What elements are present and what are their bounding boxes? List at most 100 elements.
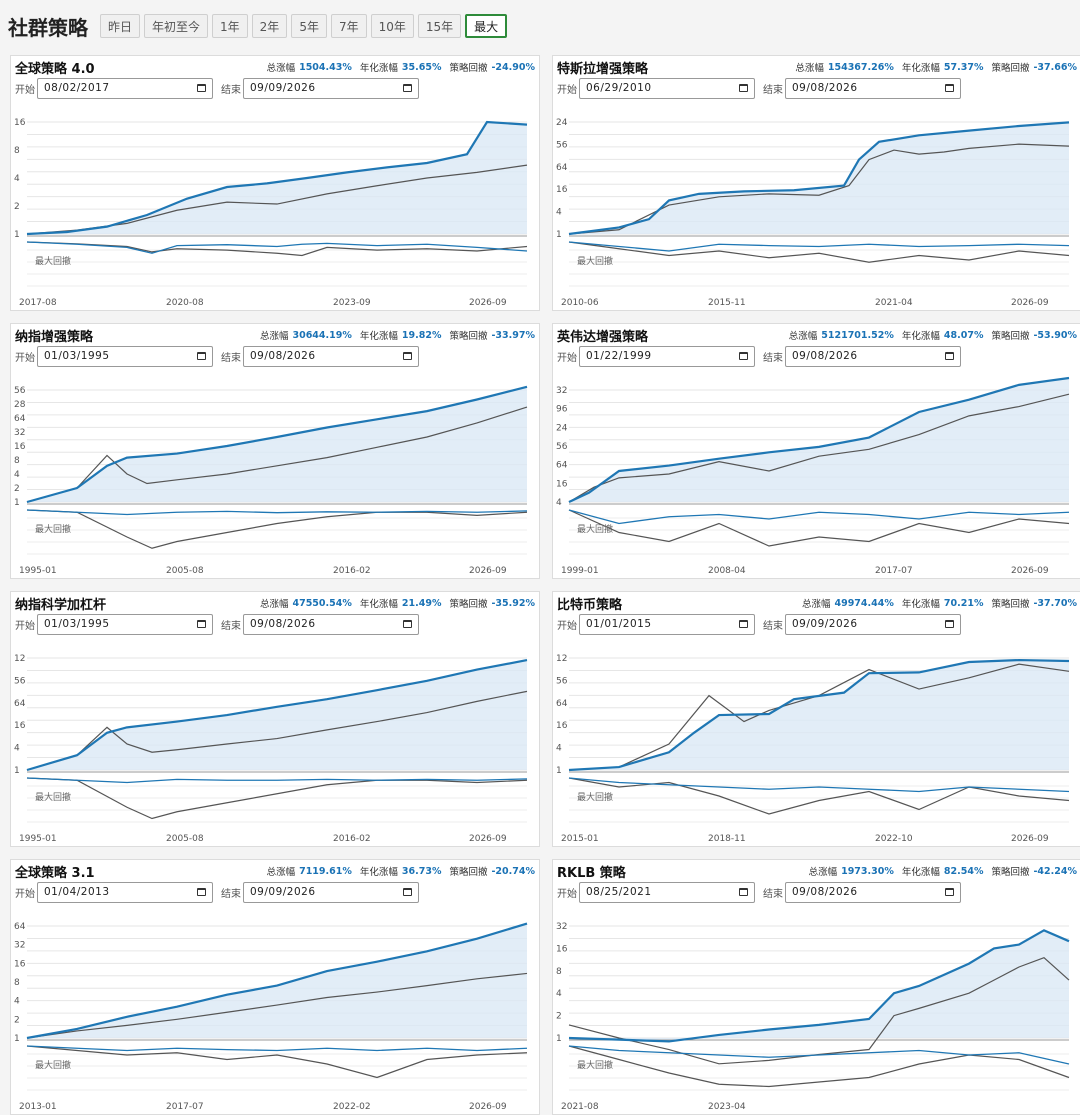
end-date-input[interactable]: 09/09/2026 (785, 613, 961, 635)
y-tick-label: 56 (556, 676, 568, 686)
start-date-input[interactable]: 08/25/2021 (579, 881, 755, 903)
max-drawdown-label: 最大回撤 (35, 791, 71, 803)
start-date-input[interactable]: 08/02/2017 (37, 77, 213, 99)
y-tick-label: 16 (556, 721, 568, 731)
end-date-input[interactable]: 09/09/2026 (243, 881, 419, 903)
start-date-value: 08/25/2021 (586, 886, 652, 898)
equity-chart: 4 16 64 56 24 96 32 最大回撤 1999-01 2008-04 2017-07 20… (556, 376, 1070, 576)
x-tick-label: 2018-11 (708, 834, 746, 844)
start-date-input[interactable]: 01/03/1995 (37, 345, 213, 367)
benchmark-line (568, 143, 1070, 235)
panel-title: 全球策略 3.1 (15, 865, 95, 881)
y-tick-label: 16 (556, 479, 568, 489)
date-range: 开始 08/02/2017 结束 09/09/2026 (15, 77, 419, 99)
start-label: 开始 (557, 352, 577, 364)
benchmark-line (568, 957, 1070, 1065)
x-tick-label: 2020-08 (166, 298, 204, 308)
period-button-3[interactable]: 2年 (251, 14, 288, 38)
strategy-line (568, 121, 1070, 236)
drawdown-label: 策略回撤 (991, 331, 1030, 342)
max-drawdown-label: 最大回撤 (577, 1059, 613, 1071)
benchmark-line (26, 406, 528, 503)
annual-value: 70.21% (943, 597, 984, 609)
period-button-1[interactable]: 年初至今 (144, 14, 209, 38)
y-tick-label: 1 (556, 230, 562, 240)
end-date-input[interactable]: 09/08/2026 (785, 345, 961, 367)
end-date-value: 09/09/2026 (250, 886, 316, 898)
equity-chart: 1 2 4 8 16 32 最大回撤 2021-08 2023-04 (556, 922, 1070, 1112)
strategy-area (569, 930, 1069, 1042)
annual-label: 年化涨幅 (901, 867, 940, 878)
calendar-icon[interactable] (197, 352, 206, 360)
panel-title: 纳指增强策略 (15, 329, 94, 345)
panel-stats: 总涨幅 1973.30% 年化涨幅 82.54% 策略回撤 -42.24% (801, 864, 1077, 879)
y-tick-label: 24 (556, 423, 568, 433)
calendar-icon[interactable] (945, 620, 954, 628)
annual-label: 年化涨幅 (901, 331, 940, 342)
y-tick-label: 16 (14, 721, 26, 731)
calendar-icon[interactable] (197, 888, 206, 896)
y-tick-label: 8 (14, 456, 20, 466)
start-date-input[interactable]: 01/22/1999 (579, 345, 755, 367)
end-date-value: 09/08/2026 (792, 82, 858, 94)
x-tick-label: 2015-11 (708, 298, 746, 308)
calendar-icon[interactable] (403, 620, 412, 628)
strategy-line (26, 385, 528, 504)
calendar-icon[interactable] (739, 352, 748, 360)
period-button-7[interactable]: 15年 (417, 14, 462, 38)
panel-header: 全球策略 4.0 总涨幅 1504.43% 年化涨幅 35.65% 策略回撤 -… (15, 58, 535, 77)
period-button-4[interactable]: 5年 (291, 14, 327, 38)
y-tick-label: 64 (14, 414, 26, 424)
end-date-input[interactable]: 09/08/2026 (785, 881, 961, 903)
y-tick-label: 2 (14, 1015, 20, 1025)
calendar-icon[interactable] (739, 888, 748, 896)
end-date-input[interactable]: 09/08/2026 (243, 613, 419, 635)
start-label: 开始 (15, 352, 35, 364)
total-value: 49974.44% (834, 597, 894, 609)
start-date-input[interactable]: 06/29/2010 (579, 77, 755, 99)
start-date-input[interactable]: 01/03/1995 (37, 613, 213, 635)
period-button-0[interactable]: 昨日 (100, 14, 141, 38)
y-tick-label: 32 (14, 941, 25, 951)
y-tick-label: 1 (14, 498, 20, 508)
start-label: 开始 (15, 84, 35, 96)
start-date-input[interactable]: 01/01/2015 (579, 613, 755, 635)
total-label: 总涨幅 (795, 63, 824, 74)
calendar-icon[interactable] (945, 84, 954, 92)
panel-header: 纳指增强策略 总涨幅 30644.19% 年化涨幅 19.82% 策略回撤 -3… (15, 326, 535, 345)
annual-value: 35.65% (401, 61, 442, 73)
strategy-panel: 英伟达增强策略 总涨幅 5121701.52% 年化涨幅 48.07% 策略回撤… (552, 323, 1080, 579)
calendar-icon[interactable] (945, 888, 954, 896)
y-tick-label: 32 (556, 922, 567, 932)
calendar-icon[interactable] (197, 620, 206, 628)
period-button-5[interactable]: 7年 (330, 14, 367, 38)
calendar-icon[interactable] (739, 620, 748, 628)
period-button-2[interactable]: 1年 (212, 14, 248, 38)
calendar-icon[interactable] (403, 352, 412, 360)
calendar-icon[interactable] (945, 352, 954, 360)
period-button-8[interactable]: 最大 (465, 14, 508, 38)
total-value: 30644.19% (292, 329, 352, 341)
date-range: 开始 08/25/2021 结束 09/08/2026 (557, 881, 961, 903)
calendar-icon[interactable] (197, 84, 206, 92)
strategy-panel: RKLB 策略 总涨幅 1973.30% 年化涨幅 82.54% 策略回撤 -4… (552, 859, 1080, 1115)
calendar-icon[interactable] (403, 84, 412, 92)
y-tick-label: 32 (14, 428, 25, 438)
drawdown-label: 策略回撤 (991, 63, 1030, 74)
equity-chart: 1 4 16 64 56 12 最大回撤 1995-01 2005-08 2016-02 2026-… (14, 654, 528, 844)
end-date-input[interactable]: 09/08/2026 (243, 345, 419, 367)
start-date-input[interactable]: 01/04/2013 (37, 881, 213, 903)
calendar-icon[interactable] (403, 888, 412, 896)
total-label: 总涨幅 (259, 331, 289, 342)
benchmark-drawdown-line (26, 777, 528, 820)
drawdown-value: -37.70% (1033, 597, 1077, 609)
panel-stats: 总涨幅 5121701.52% 年化涨幅 48.07% 策略回撤 -53.90% (781, 328, 1077, 343)
panel-stats: 总涨幅 7119.61% 年化涨幅 36.73% 策略回撤 -20.74% (259, 864, 535, 879)
calendar-icon[interactable] (739, 84, 748, 92)
y-tick-label: 32 (556, 386, 567, 396)
y-tick-label: 12 (14, 654, 25, 664)
end-date-input[interactable]: 09/09/2026 (243, 77, 419, 99)
period-button-6[interactable]: 10年 (370, 14, 414, 38)
end-label: 结束 (763, 352, 783, 364)
end-date-input[interactable]: 09/08/2026 (785, 77, 961, 99)
